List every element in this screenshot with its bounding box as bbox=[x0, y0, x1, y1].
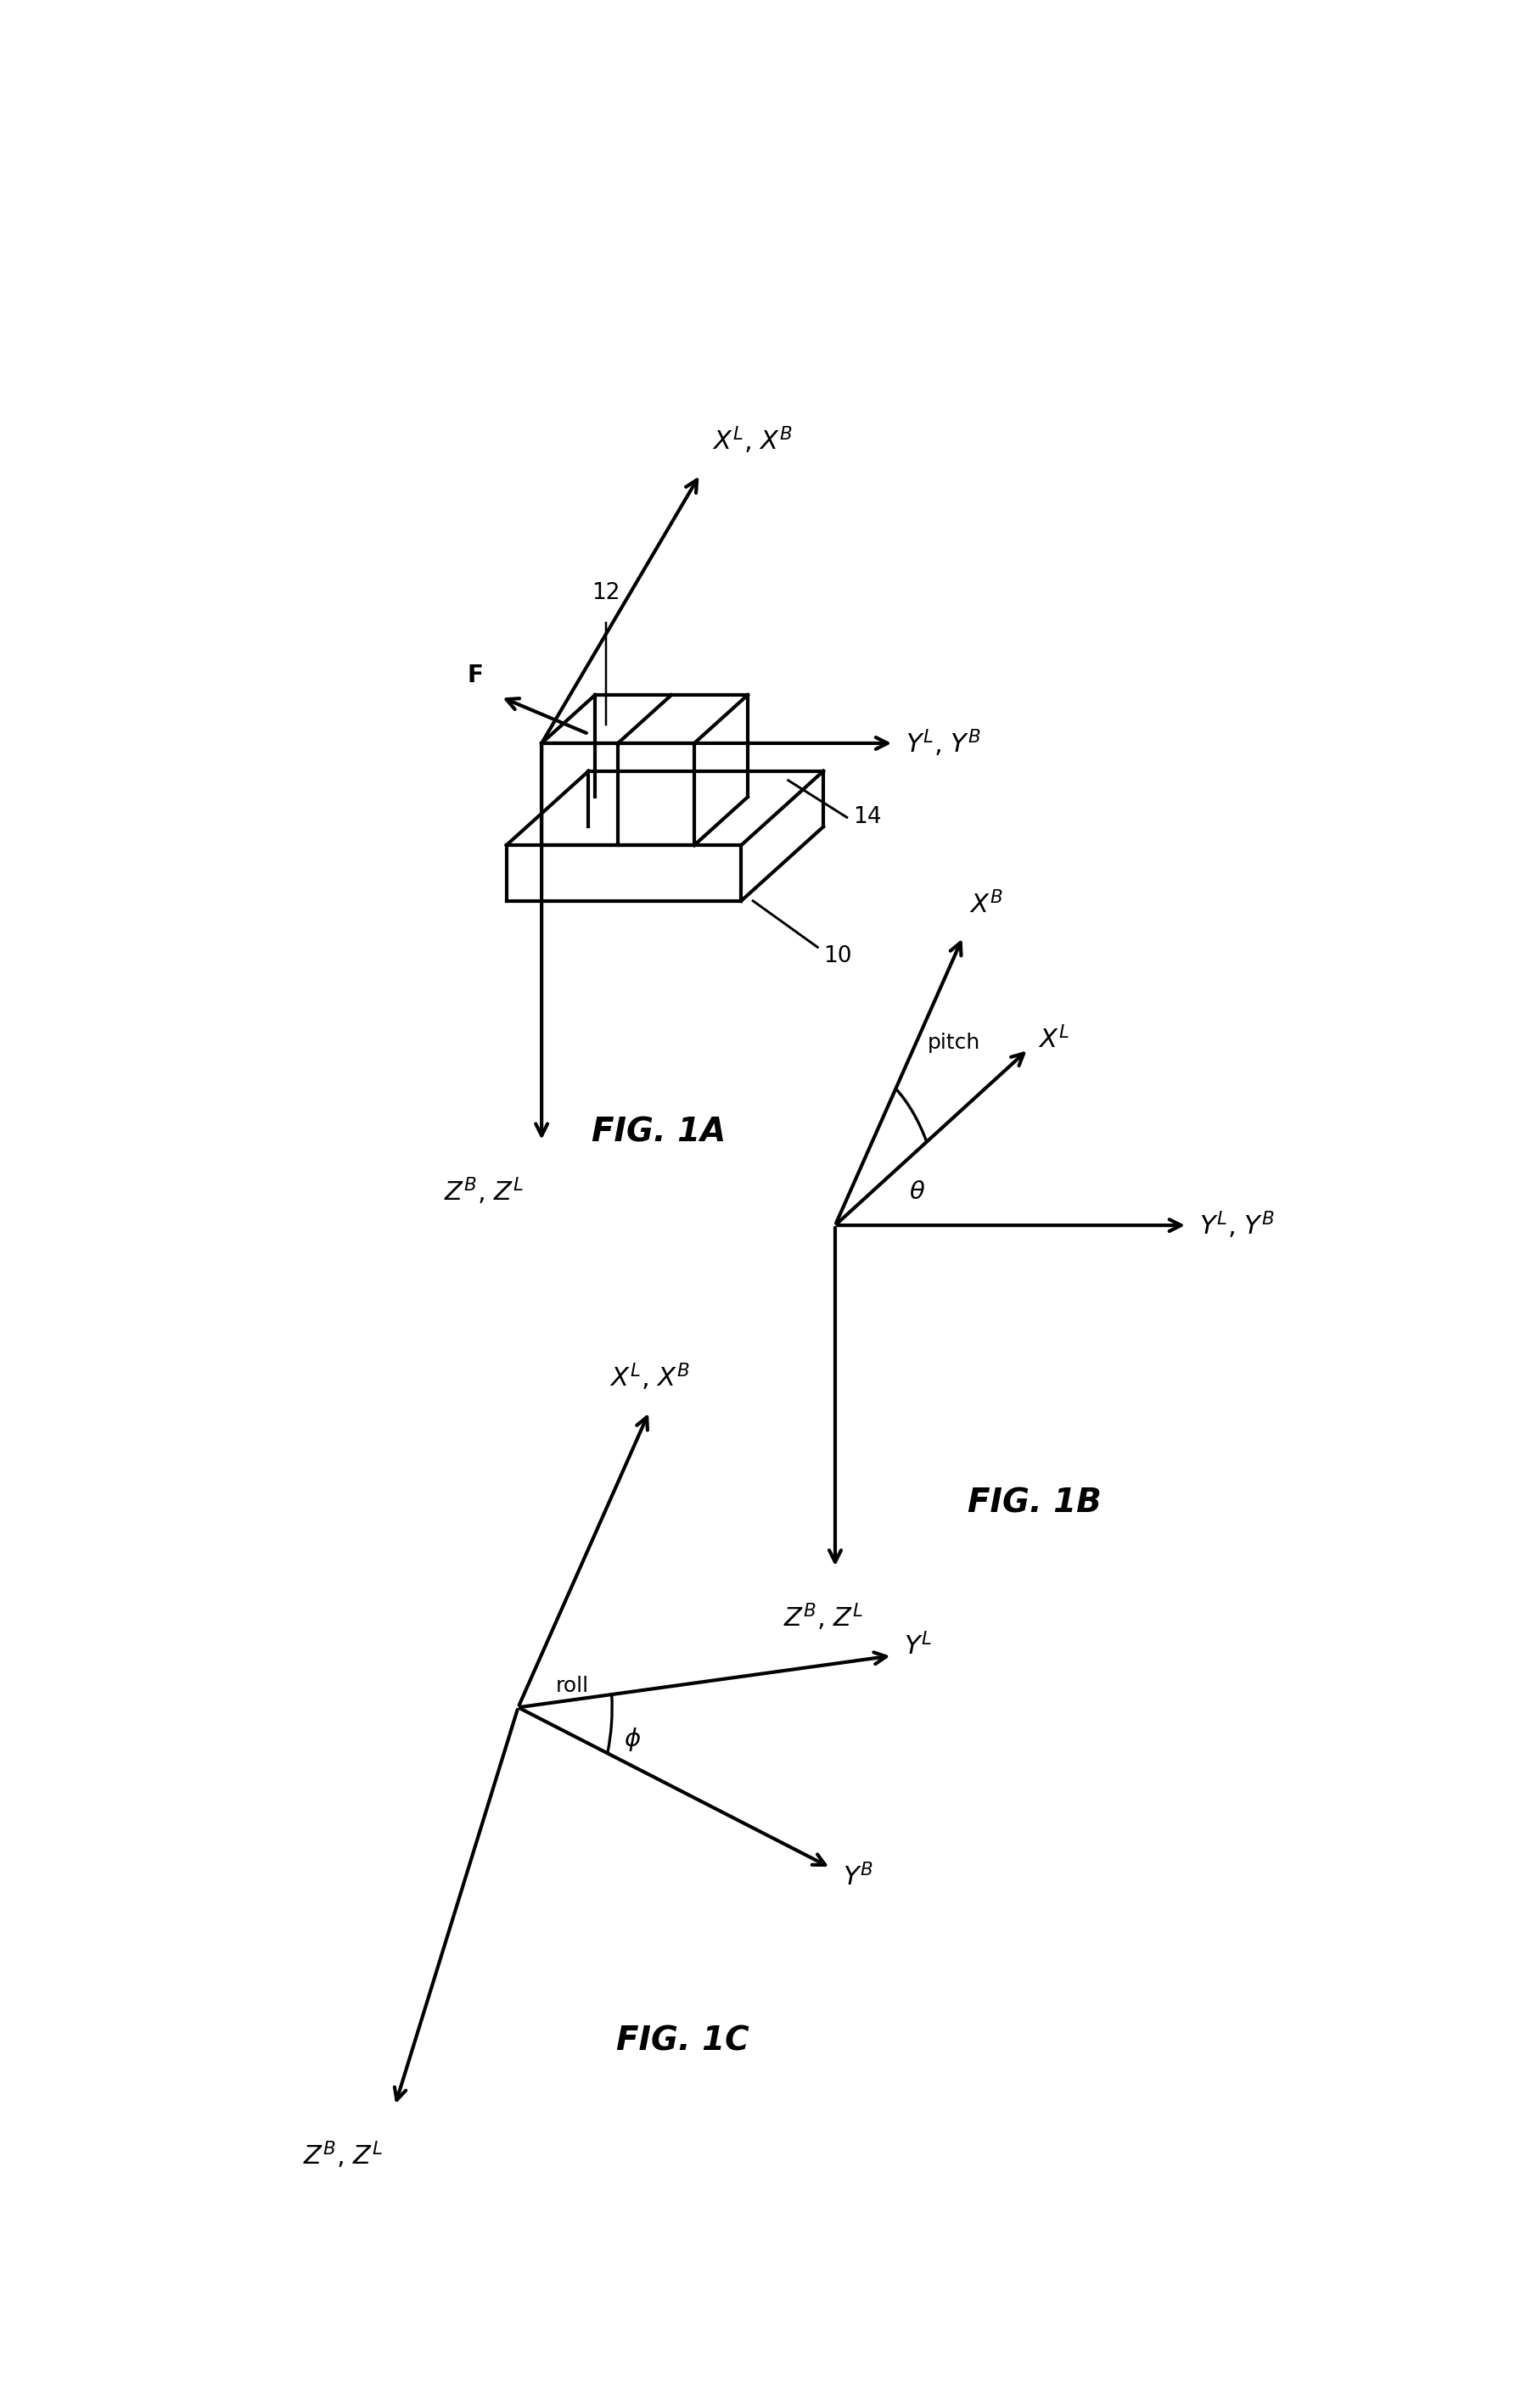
Text: 14: 14 bbox=[853, 807, 882, 828]
Text: FIG. 1B: FIG. 1B bbox=[968, 1488, 1101, 1519]
Text: $Z^B$, $Z^L$: $Z^B$, $Z^L$ bbox=[783, 1601, 864, 1633]
Text: $X^L$, $X^B$: $X^L$, $X^B$ bbox=[712, 424, 792, 455]
Text: $Y^L$, $Y^B$: $Y^L$, $Y^B$ bbox=[906, 727, 982, 759]
Text: $Z^B$, $Z^L$: $Z^B$, $Z^L$ bbox=[303, 2138, 383, 2170]
Text: 10: 10 bbox=[824, 946, 851, 968]
Text: FIG. 1A: FIG. 1A bbox=[592, 1117, 726, 1149]
Text: $Y^L$: $Y^L$ bbox=[904, 1633, 932, 1659]
Text: roll: roll bbox=[556, 1676, 589, 1695]
Text: $X^L$, $X^B$: $X^L$, $X^B$ bbox=[609, 1361, 689, 1392]
Text: FIG. 1C: FIG. 1C bbox=[617, 2025, 748, 2056]
Text: F: F bbox=[467, 665, 483, 689]
Text: $X^B$: $X^B$ bbox=[970, 891, 1003, 917]
Text: $Y^L$, $Y^B$: $Y^L$, $Y^B$ bbox=[1200, 1209, 1274, 1240]
Text: $Z^B$, $Z^L$: $Z^B$, $Z^L$ bbox=[444, 1175, 524, 1206]
Text: 12: 12 bbox=[592, 583, 621, 604]
Text: $\phi$: $\phi$ bbox=[624, 1727, 641, 1753]
Text: $Y^B$: $Y^B$ bbox=[842, 1864, 873, 1890]
Text: $\theta$: $\theta$ bbox=[909, 1180, 926, 1204]
Text: pitch: pitch bbox=[927, 1033, 980, 1052]
Text: $X^L$: $X^L$ bbox=[1038, 1026, 1070, 1055]
